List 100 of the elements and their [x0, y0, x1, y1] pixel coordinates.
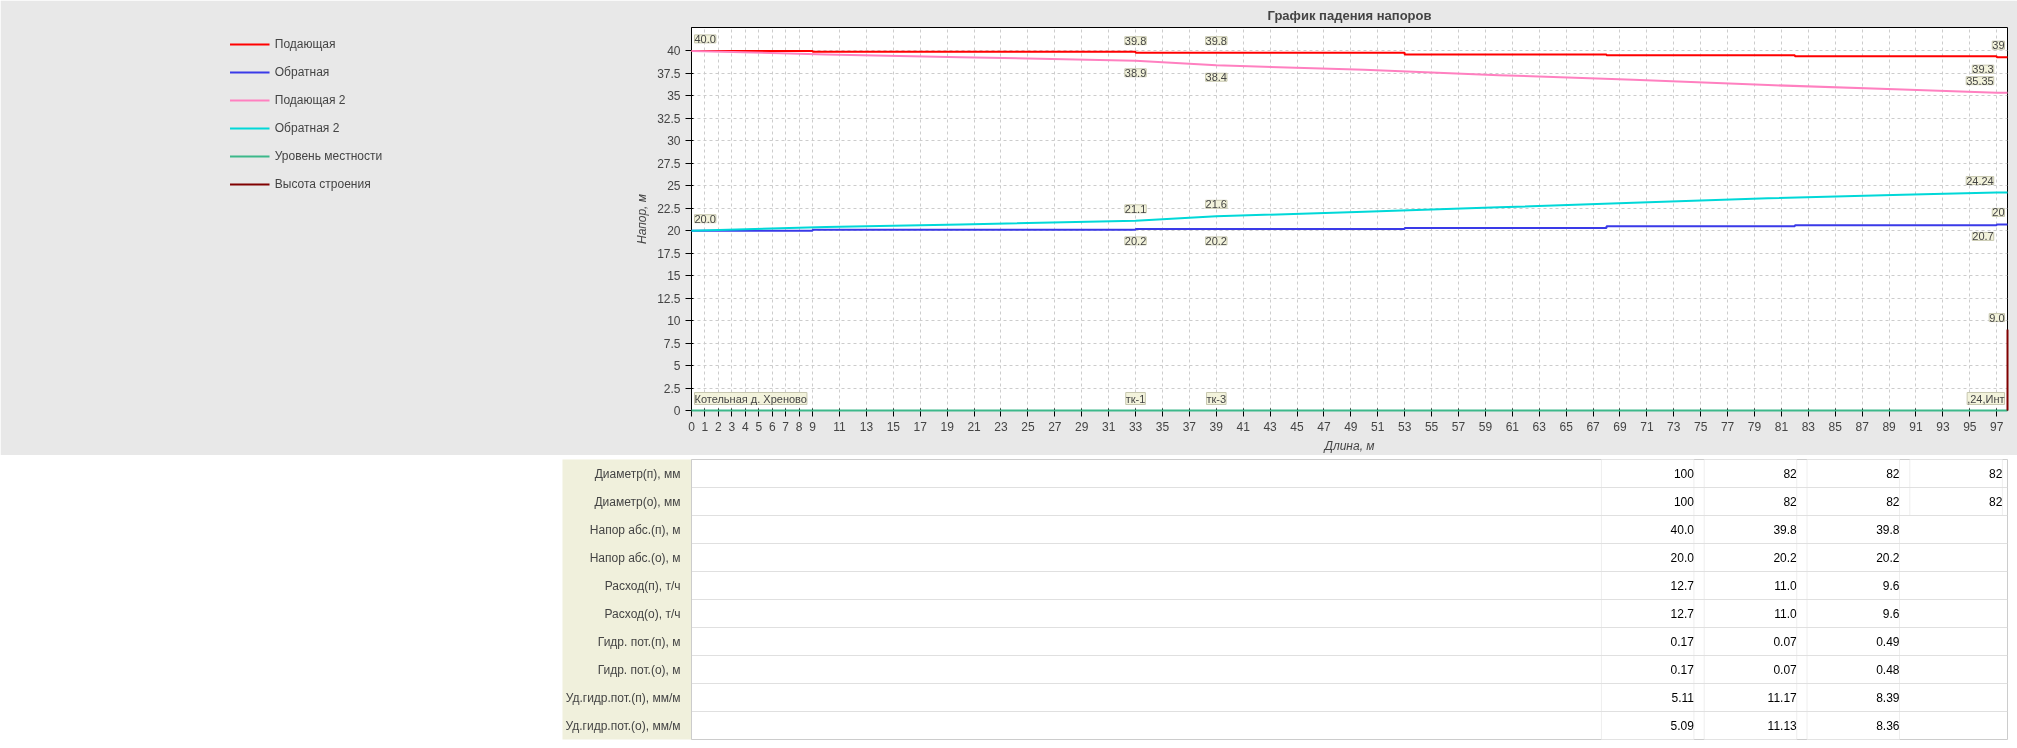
annotation: 24.24 — [1966, 174, 1994, 187]
x-tick-label: 91 — [1909, 419, 1923, 434]
line-series — [690, 191, 2009, 232]
data-label: 11.0 — [1774, 579, 1798, 593]
x-tick-label: 75 — [1694, 419, 1708, 434]
annotation: 20.0 — [694, 212, 716, 225]
x-tick-label: 6 — [768, 419, 776, 434]
y-tick-label: Расход(о), т/ч — [604, 606, 681, 621]
y-tick-label: Напор абс.(о), м — [589, 550, 681, 565]
data-label: 20.2 — [1773, 551, 1798, 565]
x-tick-label: 4 — [741, 419, 749, 434]
x-tick-label: 17 — [913, 419, 928, 434]
annotation: 21.1 — [1124, 202, 1147, 215]
y-tick-label: Диаметр(п), мм — [594, 466, 681, 481]
data-label: 0.17 — [1670, 663, 1695, 677]
x-tick-label: 33 — [1128, 419, 1143, 434]
x-tick-label: 21 — [967, 419, 982, 434]
data-label: 0.07 — [1773, 635, 1798, 649]
data-label: 82 — [1886, 495, 1900, 509]
y-tick-label: 40 — [667, 44, 681, 59]
annotation: 39.3 — [1972, 63, 1994, 76]
data-label: 5.11 — [1671, 691, 1695, 705]
x-tick-label: 85 — [1828, 419, 1843, 434]
x-tick-label: 97 — [1990, 419, 2004, 434]
x-tick-label: 0 — [688, 419, 696, 434]
data-label: 40.0 — [1670, 523, 1695, 537]
annotation: 20.2 — [1205, 234, 1227, 247]
data-label: 8.36 — [1876, 719, 1900, 733]
y-tick-label: 5 — [673, 359, 681, 374]
x-axis-title: Длина, м — [1322, 438, 1375, 453]
x-tick-label: 11 — [833, 419, 847, 434]
x-tick-label: 35 — [1155, 419, 1170, 434]
annotation: 20.2 — [1124, 234, 1147, 247]
annotation: 38.4 — [1205, 71, 1227, 84]
y-tick-label: Гидр. пот.(п), м — [597, 634, 681, 649]
x-tick-label: 59 — [1478, 419, 1493, 434]
annotation: 21.6 — [1205, 198, 1227, 211]
data-label: 12.7 — [1670, 607, 1695, 621]
data-label: 0.17 — [1670, 635, 1695, 649]
x-tick-label: 19 — [940, 419, 955, 434]
x-tick-label: 41 — [1236, 419, 1251, 434]
y-tick-label: 10 — [667, 314, 681, 329]
x-tick-label: 43 — [1263, 419, 1278, 434]
x-tick-label: 9 — [809, 419, 817, 434]
x-tick-label: 61 — [1505, 419, 1520, 434]
data-label: 0.07 — [1773, 663, 1798, 677]
x-tick-label: 87 — [1855, 419, 1870, 434]
y-axis-title: Напор, м — [635, 193, 650, 245]
x-tick-label: 31 — [1101, 419, 1116, 434]
chart-title: График падения напоров — [1267, 7, 1432, 23]
y-tick-label: 27.5 — [657, 156, 681, 171]
data-label: 100 — [1673, 467, 1695, 481]
x-tick-label: 27 — [1048, 419, 1062, 434]
annotation: 20.7 — [1972, 230, 1994, 243]
y-tick-label: 12.5 — [657, 291, 681, 306]
y-tick-label: Уд.гидр.пот.(п), мм/м — [565, 690, 681, 705]
x-tick-label: 5 — [755, 419, 763, 434]
x-tick-label: 47 — [1317, 419, 1331, 434]
data-label: 12.7 — [1670, 579, 1695, 593]
annotation: Котельная д. Хреново — [694, 392, 807, 405]
x-tick-label: 93 — [1936, 419, 1950, 434]
x-tick-label: 51 — [1371, 419, 1385, 434]
y-tick-label: 0 — [673, 404, 681, 418]
data-label: 11.13 — [1767, 719, 1798, 733]
data-label: 82 — [1886, 467, 1900, 481]
x-tick-label: 69 — [1613, 419, 1627, 434]
x-tick-label: 81 — [1774, 419, 1789, 434]
x-tick-label: 83 — [1801, 419, 1816, 434]
data-label: 9.6 — [1882, 579, 1900, 593]
y-tick-label: 20 — [667, 224, 681, 239]
x-tick-label: 89 — [1882, 419, 1897, 434]
data-label: 39.8 — [1773, 523, 1798, 537]
x-tick-label: 7 — [782, 419, 790, 434]
x-tick-label: 57 — [1451, 419, 1466, 434]
y-tick-label: 7.5 — [663, 336, 681, 351]
x-tick-label: 39 — [1209, 419, 1224, 434]
x-tick-label: 77 — [1720, 419, 1735, 434]
x-tick-label: 23 — [994, 419, 1008, 434]
x-tick-label: 79 — [1747, 419, 1762, 434]
data-label: 39.8 — [1876, 523, 1900, 537]
x-tick-label: 95 — [1963, 419, 1977, 434]
annotation: 35.35 — [1966, 74, 1994, 87]
x-tick-label: 3 — [728, 419, 736, 434]
data-label: 9.6 — [1882, 607, 1900, 621]
annotation: 39.8 — [1124, 34, 1147, 47]
data-label: 82 — [1783, 495, 1798, 509]
x-tick-label: 37 — [1182, 419, 1197, 434]
annotation: 38.9 — [1124, 66, 1147, 79]
y-tick-label: Гидр. пот.(о), м — [597, 662, 681, 677]
data-label: 100 — [1673, 495, 1695, 509]
x-tick-label: 1 — [701, 419, 709, 434]
data-label: 20.2 — [1876, 551, 1900, 565]
y-tick-label: Расход(п), т/ч — [604, 578, 681, 593]
x-tick-label: 25 — [1021, 419, 1035, 434]
x-tick-label: 53 — [1398, 419, 1412, 434]
data-label: 82 — [1989, 495, 2003, 509]
x-tick-label: 71 — [1640, 419, 1654, 434]
data-label: 8.39 — [1876, 691, 1900, 705]
x-tick-label: 29 — [1075, 419, 1089, 434]
annotation: 39.8 — [1205, 34, 1227, 47]
